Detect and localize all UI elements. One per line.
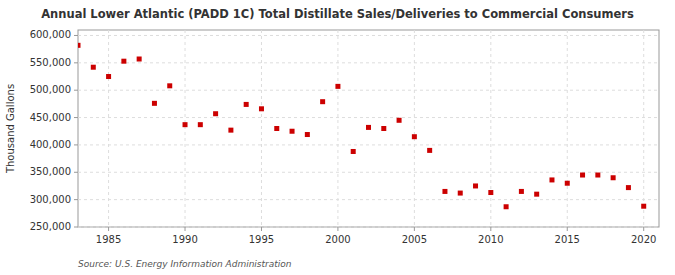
point: [183, 122, 188, 127]
point: [626, 185, 631, 190]
point: [488, 190, 493, 195]
plot-frame: [78, 30, 659, 227]
tick-label-y: 600,000: [30, 29, 71, 40]
tick-label-x: 2000: [325, 234, 350, 245]
tick-label-y: 250,000: [30, 221, 71, 232]
tick-x: [185, 227, 186, 231]
point: [397, 118, 402, 123]
axes: 250,000 300,000 350,000 400,000 450,000 500,0…: [30, 29, 657, 245]
tick-label-x: 2010: [478, 234, 503, 245]
point: [549, 177, 554, 182]
point: [427, 148, 432, 153]
point: [274, 126, 279, 131]
point: [458, 191, 463, 196]
tick-label-y: 300,000: [30, 194, 71, 205]
grid-line-y: [78, 90, 659, 91]
point: [106, 74, 111, 79]
point: [519, 189, 524, 194]
grid-line-x: [185, 30, 186, 227]
point: [595, 173, 600, 178]
point: [381, 126, 386, 131]
point: [152, 101, 157, 106]
title: Annual Lower Atlantic (PADD 1C) Total Di…: [41, 7, 634, 21]
point: [580, 173, 585, 178]
tick-label-x: 2015: [555, 234, 580, 245]
point: [412, 134, 417, 139]
grid-line-y: [78, 199, 659, 200]
point: [244, 102, 249, 107]
grid-line-y: [78, 227, 659, 228]
tick-label-x: 2005: [402, 234, 427, 245]
tick-y: [74, 117, 78, 118]
tick-y: [74, 227, 78, 228]
grid-line-x: [108, 30, 109, 227]
source-note: Source: U.S. Energy Information Administ…: [78, 259, 292, 269]
grid-line-x: [643, 30, 644, 227]
tick-label-y: 550,000: [30, 57, 71, 68]
point: [259, 106, 264, 111]
tick-x: [261, 227, 262, 231]
point: [641, 204, 646, 209]
point: [320, 99, 325, 104]
grid: [78, 30, 659, 227]
grid-line-x: [414, 30, 415, 227]
point: [137, 57, 142, 62]
tick-y: [74, 90, 78, 91]
point: [78, 43, 81, 48]
tick-label-x: 1990: [172, 234, 197, 245]
tick-x: [567, 227, 568, 231]
point: [167, 83, 172, 88]
tick-x: [643, 227, 644, 231]
tick-y: [74, 144, 78, 145]
point: [290, 129, 295, 134]
tick-x: [414, 227, 415, 231]
tick-label-x: 1985: [96, 234, 121, 245]
grid-line-x: [567, 30, 568, 227]
tick-label-x: 1995: [249, 234, 274, 245]
point: [305, 132, 310, 137]
point: [473, 183, 478, 188]
grid-line-y: [78, 117, 659, 118]
point: [228, 128, 233, 133]
point: [504, 204, 509, 209]
grid-line-y: [78, 172, 659, 173]
points: [78, 43, 646, 209]
tick-label-y: 500,000: [30, 84, 71, 95]
point: [565, 181, 570, 186]
point: [351, 149, 356, 154]
chart: 250,000 300,000 350,000 400,000 450,000 500,0…: [0, 0, 675, 275]
tick-y: [74, 199, 78, 200]
grid-line-x: [261, 30, 262, 227]
point: [611, 175, 616, 180]
axis-label-y: Thousand Gallons: [5, 84, 16, 174]
tick-label-x: 2020: [631, 234, 656, 245]
point: [91, 65, 96, 70]
point: [198, 122, 203, 127]
grid-line-y: [78, 144, 659, 145]
grid-line-x: [337, 30, 338, 227]
grid-line-y: [78, 35, 659, 36]
tick-y: [74, 35, 78, 36]
tick-y: [74, 62, 78, 63]
point: [534, 192, 539, 197]
point: [366, 125, 371, 130]
grid-line-x: [490, 30, 491, 227]
grid-line-y: [78, 62, 659, 63]
point: [442, 189, 447, 194]
tick-x: [108, 227, 109, 231]
point: [335, 84, 340, 89]
point: [121, 59, 126, 64]
tick-label-y: 350,000: [30, 166, 71, 177]
tick-x: [337, 227, 338, 231]
tick-label-y: 400,000: [30, 139, 71, 150]
tick-x: [490, 227, 491, 231]
tick-label-y: 450,000: [30, 112, 71, 123]
point: [213, 111, 218, 116]
tick-y: [74, 172, 78, 173]
